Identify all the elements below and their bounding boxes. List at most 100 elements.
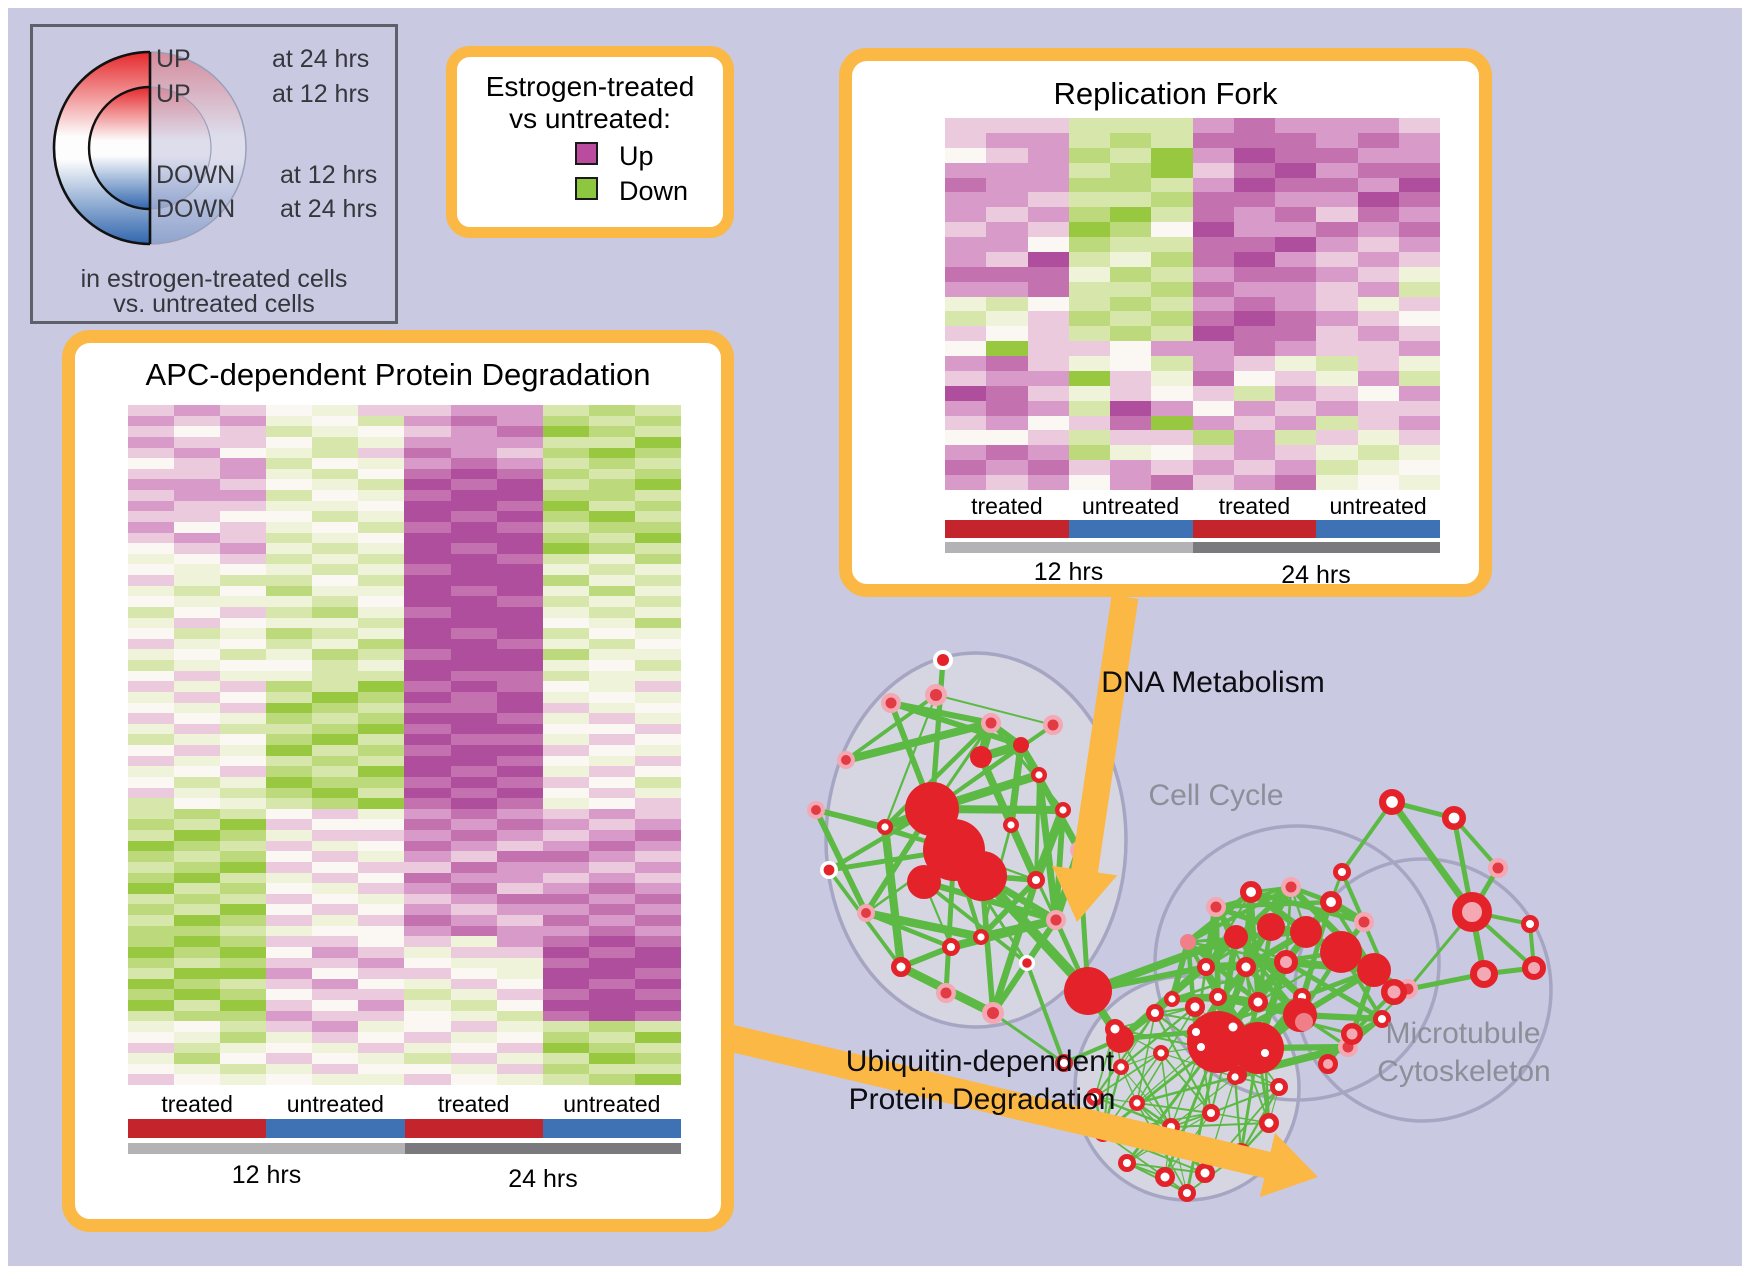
gene-node bbox=[1152, 1044, 1169, 1061]
updown-row-dir: UP bbox=[156, 45, 191, 73]
group-label: untreated bbox=[1329, 493, 1427, 519]
replication-fork-group-labels: treated untreated treated untreated bbox=[945, 493, 1440, 520]
gene-node bbox=[1372, 1009, 1391, 1028]
gene-node bbox=[881, 693, 901, 713]
gene-node bbox=[933, 650, 953, 670]
gene-node bbox=[1354, 912, 1374, 932]
gene-node bbox=[1341, 1023, 1363, 1045]
cluster-label-ubiquitin-line2: Protein Degradation bbox=[848, 1083, 1116, 1116]
group-label: treated bbox=[437, 1091, 510, 1117]
gene-node bbox=[1236, 957, 1256, 977]
gene-node bbox=[1223, 1017, 1243, 1037]
updown-row-dir: DOWN bbox=[156, 195, 236, 223]
gene-node bbox=[1105, 1019, 1125, 1039]
gene-node bbox=[1201, 1103, 1220, 1122]
gene-node bbox=[1318, 1054, 1338, 1074]
gene-node bbox=[1520, 914, 1539, 933]
updown-circle-glyph bbox=[52, 50, 250, 246]
gene-node bbox=[924, 683, 947, 706]
gene-node bbox=[1255, 1043, 1274, 1062]
gene-node bbox=[907, 865, 941, 899]
updown-row-time: at 12 hrs bbox=[280, 161, 378, 189]
gene-node bbox=[1054, 802, 1071, 819]
gene-node bbox=[1442, 805, 1467, 830]
gene-node bbox=[1224, 925, 1248, 949]
group-label: untreated bbox=[286, 1091, 384, 1117]
gene-node bbox=[1185, 997, 1205, 1017]
gene-node bbox=[857, 904, 876, 923]
apc-treatment-bar bbox=[128, 1119, 681, 1138]
gene-node bbox=[1018, 954, 1035, 971]
gene-node bbox=[891, 957, 911, 977]
up-color-swatch bbox=[575, 142, 598, 165]
estrogen-legend-title-line2: vs untreated: bbox=[509, 103, 671, 134]
gene-node bbox=[1332, 862, 1351, 881]
gene-node bbox=[1378, 789, 1405, 816]
cluster-label-cytoskeleton: Cytoskeleton bbox=[1377, 1055, 1551, 1088]
replication-fork-treatment-bar bbox=[945, 520, 1440, 538]
gene-node bbox=[1003, 817, 1020, 834]
replication-fork-time-bar bbox=[945, 542, 1440, 553]
group-label: treated bbox=[971, 493, 1043, 519]
gene-node bbox=[1180, 934, 1196, 950]
gene-node bbox=[1281, 877, 1301, 897]
cluster-label-ubiquitin-line1: Ubiquitin-dependent bbox=[845, 1045, 1115, 1078]
gene-node bbox=[973, 929, 990, 946]
cluster-label-cell-cycle: Cell Cycle bbox=[1148, 779, 1284, 812]
gene-node bbox=[1488, 858, 1508, 878]
cluster-label-dna-metabolism: DNA Metabolism bbox=[1101, 666, 1325, 699]
gene-node bbox=[837, 751, 856, 770]
connector-arrow bbox=[1259, 1132, 1318, 1198]
estrogen-legend-title-line1: Estrogen-treated bbox=[485, 71, 695, 102]
estrogen-legend-box: Estrogen-treated vs untreated: Up Down bbox=[446, 46, 734, 238]
apc-degradation-panel: APC-dependent Protein Degradation treate… bbox=[62, 330, 734, 1232]
gene-node bbox=[1357, 953, 1391, 987]
gene-node bbox=[1452, 892, 1492, 932]
gene-node bbox=[877, 819, 894, 836]
apc-time-bar bbox=[128, 1143, 681, 1154]
gene-node bbox=[1145, 1003, 1164, 1022]
gene-node bbox=[1064, 967, 1112, 1015]
gene-node bbox=[957, 851, 1007, 901]
group-label: treated bbox=[161, 1091, 233, 1117]
updown-row-time: at 24 hrs bbox=[280, 195, 378, 223]
down-label: Down bbox=[619, 176, 689, 206]
gene-node bbox=[1177, 1183, 1196, 1202]
gene-node bbox=[1046, 910, 1066, 930]
replication-fork-12hrs-label: 12 hrs bbox=[1033, 558, 1104, 586]
gene-node bbox=[1320, 931, 1362, 973]
apc-24hrs-label: 24 hrs bbox=[508, 1165, 578, 1193]
gene-node bbox=[1290, 916, 1322, 948]
replication-fork-24hrs-label: 24 hrs bbox=[1281, 561, 1351, 589]
gene-node bbox=[1030, 767, 1047, 784]
gene-node bbox=[1195, 1163, 1215, 1183]
network-diagram bbox=[722, 595, 1553, 1202]
updown-row-time: at 12 hrs bbox=[272, 80, 370, 108]
gene-node bbox=[1269, 1077, 1288, 1096]
gene-node bbox=[1191, 1037, 1210, 1056]
updown-caption-line1: in estrogen-treated cells bbox=[80, 265, 348, 293]
group-label: treated bbox=[1218, 493, 1291, 519]
gene-node bbox=[1226, 1068, 1243, 1085]
group-label: untreated bbox=[563, 1091, 661, 1117]
gene-node bbox=[981, 713, 1001, 733]
connector-arrow bbox=[1051, 865, 1118, 922]
gene-node bbox=[1117, 1153, 1136, 1172]
gene-node bbox=[1206, 897, 1226, 917]
gene-node bbox=[981, 1001, 1004, 1024]
apc-degradation-heatmap bbox=[128, 405, 681, 1085]
gene-node bbox=[1274, 950, 1298, 974]
replication-fork-title: Replication Fork bbox=[1053, 76, 1278, 111]
gene-node bbox=[1196, 957, 1215, 976]
apc-12hrs-label: 12 hrs bbox=[231, 1161, 302, 1189]
gene-node bbox=[1155, 1167, 1175, 1187]
gene-node bbox=[1295, 1013, 1313, 1031]
gene-node bbox=[1026, 870, 1045, 889]
figure-background: UP at 24 hrs UP at 12 hrs DOWN at 12 hrs… bbox=[8, 8, 1742, 1266]
gene-node bbox=[1112, 1058, 1129, 1075]
gene-node bbox=[1128, 1094, 1145, 1111]
gene-node bbox=[1054, 1053, 1073, 1072]
gene-node bbox=[1522, 956, 1546, 980]
updown-caption-line2: vs. untreated cells bbox=[113, 290, 315, 318]
